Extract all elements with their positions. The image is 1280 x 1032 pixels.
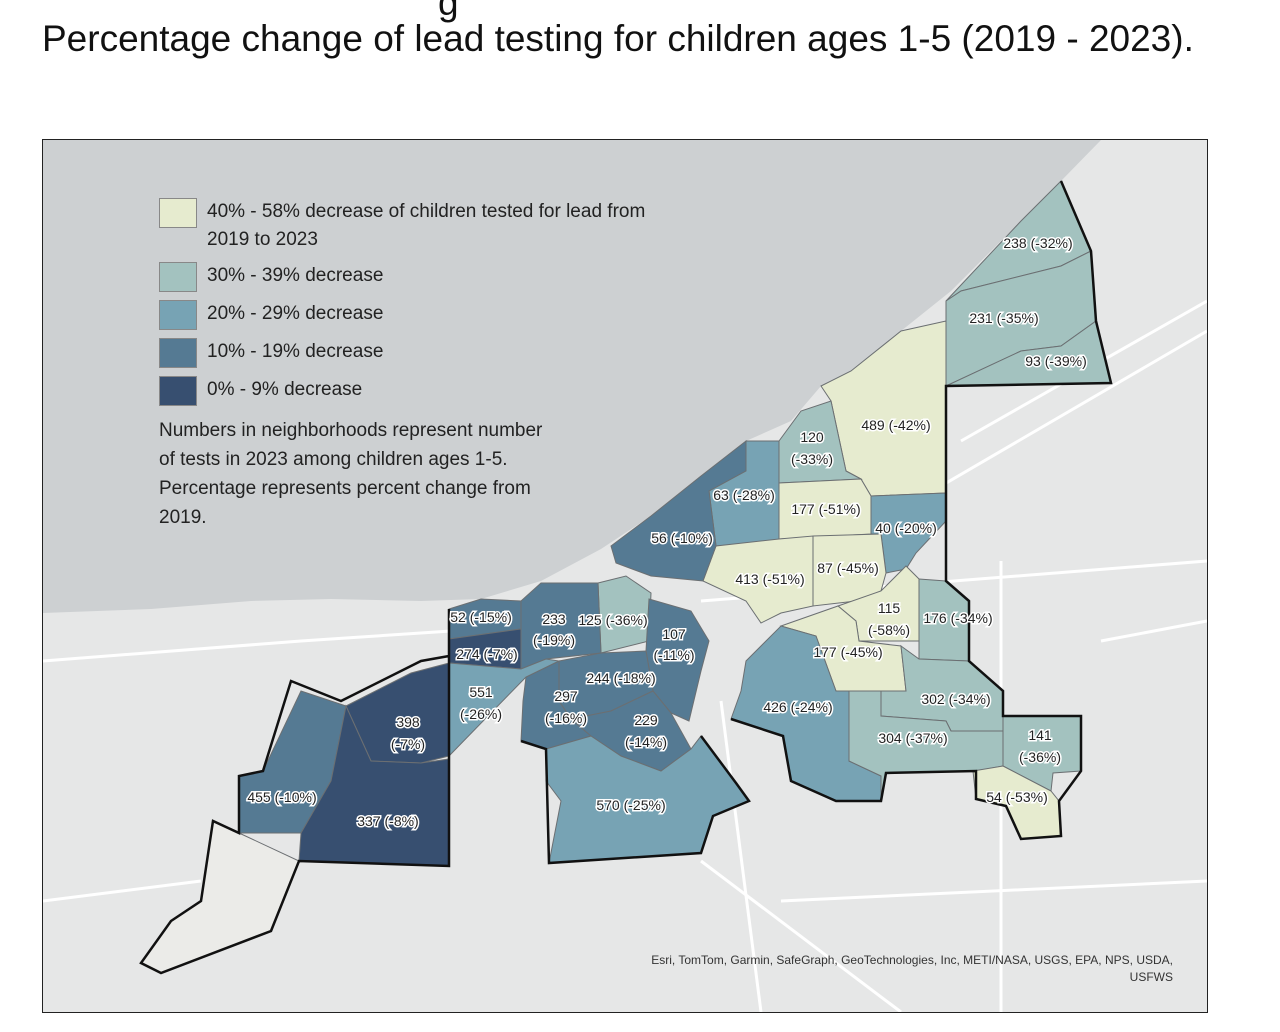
choropleth-map[interactable]: 238 (-32%) 231 (-35%) 93 (-39%) 489 (-42… [42, 139, 1208, 1013]
map-note: Numbers in neighborhoods represent numbe… [159, 416, 579, 532]
label-56: 56 (-10%) [651, 530, 712, 546]
label-54: 54 (-53%) [986, 789, 1047, 805]
label-233: 233 (-19%) [533, 611, 575, 648]
label-63: 63 (-28%) [713, 487, 774, 503]
neighborhoods [140, 180, 1112, 974]
legend-item: 30% - 39% decrease [159, 262, 677, 292]
legend-swatch [159, 300, 197, 330]
label-570: 570 (-25%) [596, 797, 665, 813]
label-87: 87 (-45%) [817, 560, 878, 576]
legend-item: 40% - 58% decrease of children tested fo… [159, 198, 677, 254]
page-title: Percentage change of lead testing for ch… [42, 18, 1194, 59]
lake-erie [43, 140, 1101, 613]
legend-swatch [159, 338, 197, 368]
label-52: 52 (-15%) [450, 609, 511, 625]
title-partial-above: g [438, 0, 459, 23]
legend-item: 10% - 19% decrease [159, 338, 677, 368]
label-141: 141 (-36%) [1019, 727, 1061, 765]
legend-item: 0% - 9% decrease [159, 376, 677, 406]
label-107: 107 (-11%) [654, 626, 695, 663]
label-274: 274 (-7%) [456, 646, 517, 662]
label-398: 398 (-7%) [391, 714, 425, 752]
label-302: 302 (-34%) [921, 691, 990, 707]
legend-item: 20% - 29% decrease [159, 300, 677, 330]
legend-swatch [159, 198, 197, 228]
legend-label: 20% - 29% decrease [207, 303, 384, 324]
legend-swatch [159, 262, 197, 292]
label-413: 413 (-51%) [735, 571, 804, 587]
note-line-2: Percentage represents percent change fro… [159, 478, 531, 528]
legend-swatch [159, 376, 197, 406]
label-115: 115 (-58%) [868, 600, 910, 638]
label-337: 337 (-8%) [357, 813, 418, 829]
label-177-north: 177 (-51%) [791, 501, 860, 517]
legend-label: 0% - 9% decrease [207, 379, 363, 400]
neighborhood-labels: 238 (-32%) 231 (-35%) 93 (-39%) 489 (-42… [246, 234, 1088, 831]
label-229: 229 (-14%) [625, 712, 667, 750]
label-551: 551 (-26%) [460, 684, 502, 722]
label-455: 455 (-10%) [247, 789, 316, 805]
label-244: 244 (-18%) [586, 670, 655, 686]
label-93: 93 (-39%) [1025, 353, 1086, 369]
label-489: 489 (-42%) [861, 417, 930, 433]
label-176: 176 (-34%) [923, 610, 992, 626]
label-231: 231 (-35%) [969, 310, 1038, 326]
label-238: 238 (-32%) [1003, 235, 1072, 251]
label-426: 426 (-24%) [763, 699, 832, 715]
legend-label: 30% - 39% decrease [207, 265, 384, 286]
legend-label: 10% - 19% decrease [207, 341, 384, 362]
label-297: 297 (-16%) [545, 688, 587, 726]
label-120: 120 (-33%) [791, 429, 833, 467]
note-line-1: Numbers in neighborhoods represent numbe… [159, 420, 543, 470]
label-125: 125 (-36%) [578, 612, 647, 628]
city-boundary [139, 180, 1113, 975]
label-304: 304 (-37%) [878, 730, 947, 746]
neighborhood-56[interactable] [610, 439, 747, 582]
map-legend: 40% - 58% decrease of children tested fo… [159, 198, 677, 414]
label-177-south: 177 (-45%) [813, 644, 882, 660]
map-canvas: 238 (-32%) 231 (-35%) 93 (-39%) 489 (-42… [43, 140, 1207, 1012]
label-40: 40 (-20%) [875, 520, 936, 536]
map-attribution: Esri, TomTom, Garmin, SafeGraph, GeoTech… [651, 953, 1173, 984]
legend-label: 40% - 58% decrease of children tested fo… [207, 201, 646, 250]
